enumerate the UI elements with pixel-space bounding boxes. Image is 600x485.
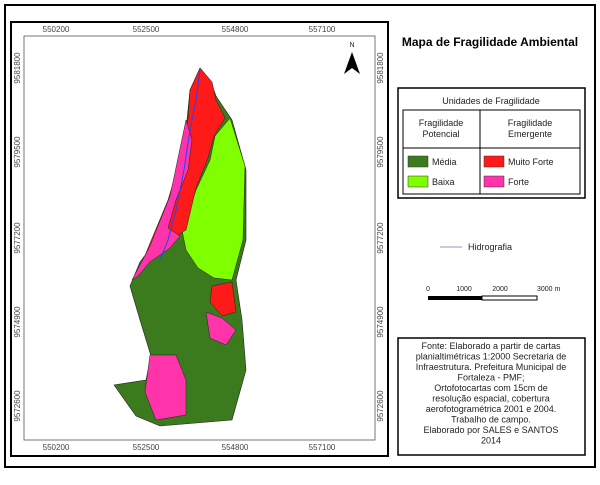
legend-title: Unidades de Fragilidade (442, 96, 540, 106)
y-coord-label: 9572600 (376, 390, 385, 422)
x-coord-label: 552500 (133, 443, 160, 452)
x-coord-label: 550200 (43, 25, 70, 34)
forte-zone (205, 311, 237, 346)
muito-forte-zone (209, 281, 237, 317)
north-arrow-shape (344, 52, 360, 74)
legend-inner-box (402, 109, 581, 195)
scale-label: 1000 (456, 286, 472, 293)
north-label: N (349, 42, 354, 49)
source-line: Fonte: Elaborado a partir de cartas (421, 341, 561, 351)
source-line: Trabalho de campo. (451, 415, 531, 425)
scale-bar (481, 295, 538, 301)
source-line: resolução espacial, cobertura (432, 394, 550, 404)
forte-zone (131, 119, 193, 281)
y-coord-label: 9581800 (376, 52, 385, 84)
y-coord-label: 9579500 (376, 136, 385, 168)
legend-swatch (407, 175, 429, 188)
scale-label: 0 (426, 286, 430, 293)
legend-swatch (407, 155, 429, 168)
source-box (397, 337, 586, 456)
source-line: aerofotogramétrica 2001 e 2004. (426, 404, 557, 414)
source-line: planialtimétricas 1:2000 Secretaria de (416, 352, 567, 362)
y-coord-label: 9572600 (13, 390, 22, 422)
hydro-label: Hidrografia (468, 242, 512, 252)
x-coord-label: 554800 (222, 443, 249, 452)
legend-label: Baixa (432, 177, 455, 187)
hydro-line (159, 69, 201, 261)
baixa-zone (181, 117, 246, 281)
x-coord-label: 557100 (309, 443, 336, 452)
map-title: Mapa de Fragilidade Ambiental (402, 35, 578, 49)
source-line: Elaborado por SALES e SANTOS (424, 425, 559, 435)
source-line: 2014 (481, 436, 501, 446)
y-coord-label: 9574900 (376, 306, 385, 338)
legend-group-title: Potencial (422, 129, 459, 139)
legend-swatch (483, 175, 505, 188)
y-coord-label: 9577200 (13, 222, 22, 254)
x-coord-label: 557100 (309, 25, 336, 34)
x-coord-label: 552500 (133, 25, 160, 34)
scale-bar (428, 296, 482, 300)
y-coord-label: 9581800 (13, 52, 22, 84)
legend-label: Média (432, 157, 457, 167)
legend-swatch (483, 155, 505, 168)
map-area (113, 67, 247, 427)
legend-label: Muito Forte (508, 157, 554, 167)
source-line: Ortofotocartas com 15cm de (434, 383, 548, 393)
north-arrow: N (344, 42, 360, 74)
scale-label: 2000 (492, 286, 508, 293)
legend-group-title: Emergente (508, 129, 552, 139)
legend-group-title: Fragilidade (508, 118, 553, 128)
y-coord-label: 9577200 (376, 222, 385, 254)
forte-zone (144, 354, 187, 421)
y-coord-label: 9579500 (13, 136, 22, 168)
y-coord-label: 9574900 (13, 306, 22, 338)
x-coord-label: 554800 (222, 25, 249, 34)
legend-group-title: Fragilidade (419, 118, 464, 128)
source-line: Fortaleza - PMF; (457, 373, 524, 383)
legend-label: Forte (508, 177, 529, 187)
scale-label: 3000 m (537, 286, 561, 293)
x-coord-label: 550200 (43, 443, 70, 452)
source-line: Infraestrutura. Prefeitura Municipal de (416, 362, 567, 372)
